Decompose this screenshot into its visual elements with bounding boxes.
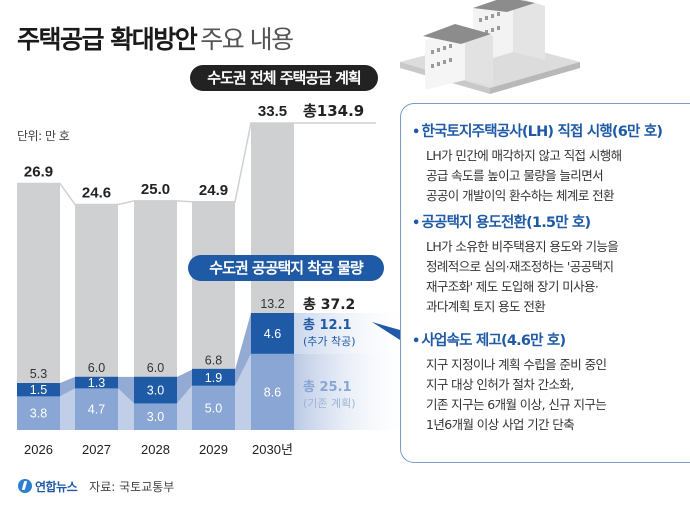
total-value-label: 25.0 xyxy=(141,181,170,198)
measure-section-conversion: • 공공택지 용도전환(1.5만 호) LH가 소유한 비주택용지 용도와 기능을… xyxy=(412,211,619,317)
x-axis-label: 2030년 xyxy=(252,442,293,457)
unit-label: 단위: 만 호 xyxy=(17,129,70,143)
section-line: 지구 대상 인허가 절차 간소화, xyxy=(426,377,574,392)
existing-value-label: 8.6 xyxy=(264,385,281,399)
added-bar-2030년 xyxy=(251,313,294,354)
existing-bar-2030년 xyxy=(251,353,294,430)
section-head: 사업속도 제고(4.6만 호) xyxy=(421,333,567,349)
existing-value-label: 3.8 xyxy=(30,407,47,421)
x-axis-label: 2027 xyxy=(82,442,111,457)
existing-total-label: 총 25.1 xyxy=(303,379,352,395)
pointer-arrow-icon xyxy=(372,322,400,340)
existing-total-caption: (기존 계획) xyxy=(303,397,356,410)
title-light: 주요 내용 xyxy=(200,25,294,54)
x-axis-label: 2026 xyxy=(24,442,53,457)
section-line: 공공이 개발이익 환수하는 체계로 전환 xyxy=(426,188,615,203)
existing-value-label: 5.0 xyxy=(205,401,222,415)
section-line: 정례적으로 심의·재조정하는 '공공택지 xyxy=(426,259,614,274)
existing-bar-2029 xyxy=(192,385,235,430)
added-bar-2026 xyxy=(17,383,60,397)
existing-bar-2027 xyxy=(75,388,118,430)
stack-total-label: 13.2 xyxy=(260,297,284,311)
total-value-label: 24.9 xyxy=(199,182,228,199)
section-line: LH가 민간에 매각하지 않고 직접 시행해 xyxy=(426,148,622,163)
page-title: 주택공급 확대방안 주요 내용 xyxy=(17,20,294,56)
existing-bar-2028 xyxy=(134,403,177,430)
stack-total-label: 6.0 xyxy=(147,361,164,375)
section-line: 과다계획 토지 용도 전환 xyxy=(426,299,546,314)
added-bar-2027 xyxy=(75,376,118,389)
total-connector-line xyxy=(17,122,376,206)
section-line: 1년6개월 이상 사업 기간 단축 xyxy=(426,417,575,432)
added-value-label: 4.6 xyxy=(264,327,281,341)
existing-value-label: 4.7 xyxy=(88,403,105,417)
stack-total-label: 6.8 xyxy=(205,354,222,368)
x-axis-label: 2029 xyxy=(199,442,228,457)
building-illustration xyxy=(400,0,580,94)
added-bar-2029 xyxy=(192,368,235,386)
title-bold: 주택공급 확대방안 xyxy=(17,25,198,54)
existing-value-label: 3.0 xyxy=(147,410,164,424)
public-total-label: 총 37.2 xyxy=(303,297,355,313)
added-value-label: 1.3 xyxy=(88,376,105,390)
brand-name: 연합뉴스 xyxy=(35,480,78,494)
measure-section-speed: • 사업속도 제고(4.6만 호) 지구 지정이나 계획 수립을 준비 중인 지구… xyxy=(412,329,607,435)
added-summary-band xyxy=(294,313,400,354)
bullet-icon: • xyxy=(412,334,420,349)
section-head: 공공택지 용도전환(1.5만 호) xyxy=(421,215,592,231)
added-value-label: 1.9 xyxy=(205,371,222,385)
total-supply-title: 수도권 전체 주택공급 계획 xyxy=(190,65,378,91)
section-head: 한국토지주택공사(LH) 직접 시행(6만 호) xyxy=(421,124,663,140)
section-line: 재구조화' 제도 도입해 장기 미사용· xyxy=(426,279,599,294)
added-total-caption: (추가 착공) xyxy=(303,335,356,348)
total-value-label: 33.5 xyxy=(258,103,287,120)
total-value-label: 24.6 xyxy=(82,185,111,202)
added-value-label: 1.5 xyxy=(30,383,47,397)
section-line: LH가 소유한 비주택용지 용도와 기능을 xyxy=(426,239,619,254)
measures-panel xyxy=(400,103,690,463)
section-line: 기존 지구는 6개월 이상, 신규 지구는 xyxy=(426,397,607,412)
total-value-label: 26.9 xyxy=(24,163,53,180)
added-value-label: 3.0 xyxy=(147,384,164,398)
existing-summary-band xyxy=(294,353,400,430)
bullet-icon: • xyxy=(412,125,420,140)
source-line: 연합뉴스 자료: 국토교통부 xyxy=(18,478,174,495)
section-line: 공급 속도를 높이고 물량을 늘리면서 xyxy=(426,168,604,183)
short-building xyxy=(423,24,493,90)
x-axis-label: 2028 xyxy=(141,442,170,457)
source-text: 자료: 국토교통부 xyxy=(89,480,175,494)
added-bar-2028 xyxy=(134,376,177,404)
grand-total-label: 총134.9 xyxy=(303,102,364,120)
stack-total-label: 6.0 xyxy=(88,361,105,375)
added-total-label: 총 12.1 xyxy=(303,317,352,333)
stack-total-label: 5.3 xyxy=(30,367,47,381)
measure-section-lh: • 한국토지주택공사(LH) 직접 시행(6만 호) LH가 민간에 매각하지 않… xyxy=(412,120,663,206)
bullet-icon: • xyxy=(412,216,420,231)
public-land-title: 수도권 공공택지 착공 물량 xyxy=(188,255,384,281)
yonhap-logo-icon xyxy=(18,479,32,493)
existing-bar-2026 xyxy=(17,396,60,430)
section-line: 지구 지정이나 계획 수립을 준비 중인 xyxy=(426,357,607,372)
